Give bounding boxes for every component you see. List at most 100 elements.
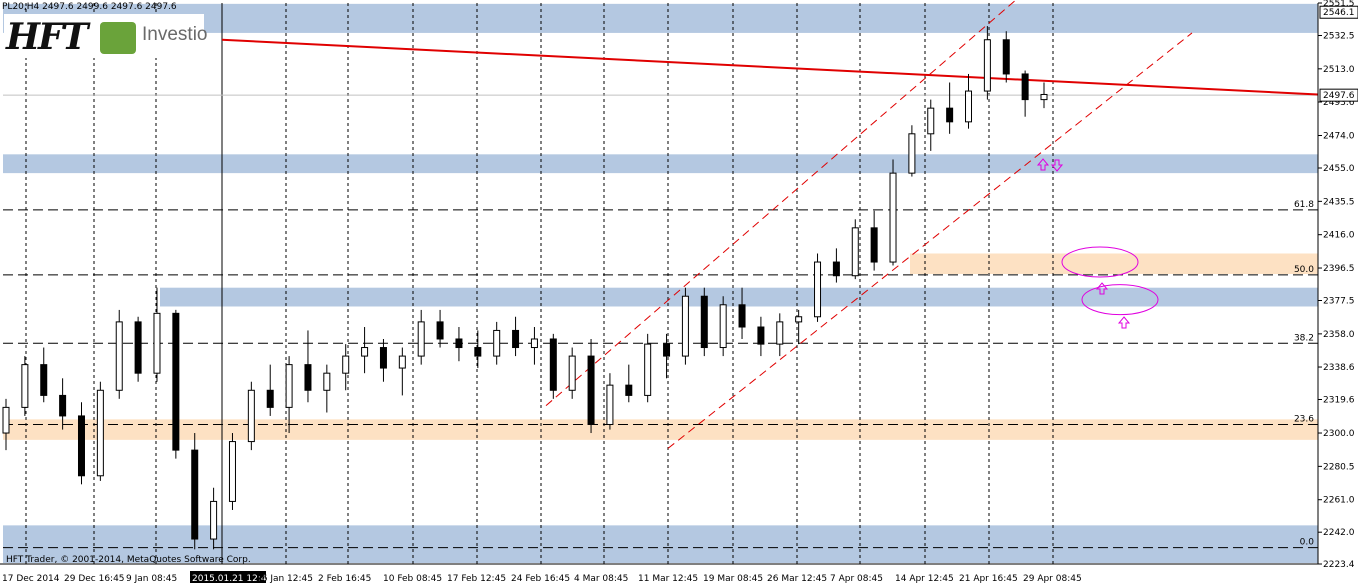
candle-body [21, 364, 29, 408]
candle-body [681, 295, 689, 357]
candle-body [946, 107, 954, 123]
y-tick-label: 2223.4 [1323, 560, 1355, 570]
candle-body [417, 321, 425, 357]
fib-level-label: 50.0 [1294, 265, 1314, 275]
candle-body [1040, 93, 1048, 101]
candle-body [908, 133, 916, 174]
candle-body [2, 406, 10, 434]
y-tick-label: 2358.0 [1323, 330, 1355, 340]
y-tick-label: 2551.5 [1323, 0, 1355, 9]
fib-level-label: 61.8 [1294, 200, 1314, 210]
x-tick-label: 17 Feb 12:45 [447, 574, 506, 584]
candle-body [342, 355, 350, 374]
candle-body [134, 321, 142, 374]
candle-body [1021, 73, 1029, 101]
y-tick-label: 2396.5 [1323, 264, 1355, 274]
logo-suffix: Investio [142, 24, 208, 45]
y-tick-label: 2377.5 [1323, 297, 1355, 307]
x-tick-label: 14 Apr 12:45 [895, 574, 954, 584]
price-zone [160, 287, 1318, 307]
cursor-time-box [190, 571, 266, 583]
candle-body [757, 326, 765, 345]
trend-line [221, 38, 1319, 96]
candle-body [115, 321, 123, 391]
candle-body [606, 384, 614, 425]
x-tick-label: 11 Mar 12:45 [638, 574, 698, 584]
y-tick-label: 2493.6 [1323, 98, 1355, 108]
fib-level-label: 38.2 [1294, 333, 1314, 343]
channel-upper-line [545, 0, 1017, 407]
y-tick-label: 2416.0 [1323, 231, 1355, 241]
current-price-box [1319, 88, 1358, 102]
candle-body [927, 107, 935, 135]
candle-body [153, 312, 161, 374]
candle-body [549, 338, 557, 391]
candle-body [474, 347, 482, 357]
candle-body [663, 343, 671, 357]
x-tick-label: 4 Mar 08:45 [574, 574, 628, 584]
candle-body [59, 394, 67, 417]
candle-body [965, 90, 973, 123]
price-zone [3, 154, 1318, 174]
y-tick-label: 2261.0 [1323, 496, 1355, 506]
candle-body [40, 364, 48, 396]
y-tick-label: 2513.0 [1323, 65, 1355, 75]
up-arrow-icon [1117, 316, 1131, 329]
candle-body [191, 449, 199, 540]
candle-body [719, 304, 727, 349]
candle-body [77, 415, 85, 477]
down-arrow-icon [1050, 159, 1064, 172]
candle-body [1002, 39, 1010, 75]
candle-body [512, 329, 520, 349]
candle-body [814, 261, 822, 318]
candle-body [851, 227, 859, 277]
highlight-ellipse [1081, 284, 1159, 316]
candle-body [700, 295, 708, 349]
x-tick-label: 7 Apr 08:45 [830, 574, 883, 584]
x-tick-label: 17 Dec 2014 [2, 574, 60, 584]
symbol-header: PL20,H4 2497.6 2499.6 2497.6 2497.6 [2, 2, 177, 12]
price-zone [3, 419, 1318, 440]
top-price-box [1319, 5, 1358, 19]
top-price-label: 2546.1 [1323, 8, 1355, 18]
candle-body [587, 355, 595, 425]
candle-body [379, 347, 387, 369]
candle-body [210, 500, 218, 540]
candle-body [568, 355, 576, 391]
highlight-ellipse [1061, 246, 1139, 278]
x-tick-label: 9 Jan 08:45 [126, 574, 177, 584]
x-tick-label: 26 Mar 12:45 [767, 574, 827, 584]
candle-body [228, 441, 236, 502]
candle-body [889, 172, 897, 263]
candle-body [304, 364, 312, 391]
y-tick-label: 2455.0 [1323, 164, 1355, 174]
channel-lower-line [667, 32, 1193, 449]
x-tick-label: 26 Jan 12:45 [256, 574, 313, 584]
price-zone [910, 253, 1318, 275]
candle-body [530, 338, 538, 349]
x-tick-label: 2015.01.21 12:45 [192, 574, 272, 584]
candle-body [983, 39, 991, 92]
candle-body [738, 304, 746, 328]
logo-mark-icon [100, 22, 136, 54]
candle-body [795, 316, 803, 323]
candle-body [96, 389, 104, 477]
candle-body [776, 321, 784, 345]
x-tick-label: 10 Feb 08:45 [383, 574, 442, 584]
x-tick-label: 29 Dec 16:45 [64, 574, 125, 584]
candle-body [493, 329, 501, 357]
x-tick-label: 2 Feb 16:45 [318, 574, 371, 584]
candle-body [361, 347, 369, 357]
y-tick-label: 2532.5 [1323, 31, 1355, 41]
brand-logo: HFT Investio [4, 14, 208, 58]
candle-body [247, 389, 255, 443]
y-tick-label: 2280.5 [1323, 462, 1355, 472]
y-tick-label: 2474.0 [1323, 132, 1355, 142]
candle-body [266, 389, 274, 408]
logo-brand: HFT [6, 16, 88, 58]
candle-body [870, 227, 878, 263]
up-arrow-icon [1095, 282, 1109, 295]
y-tick-label: 2300.0 [1323, 429, 1355, 439]
y-tick-label: 2242.0 [1323, 528, 1355, 538]
y-tick-label: 2319.6 [1323, 396, 1355, 406]
